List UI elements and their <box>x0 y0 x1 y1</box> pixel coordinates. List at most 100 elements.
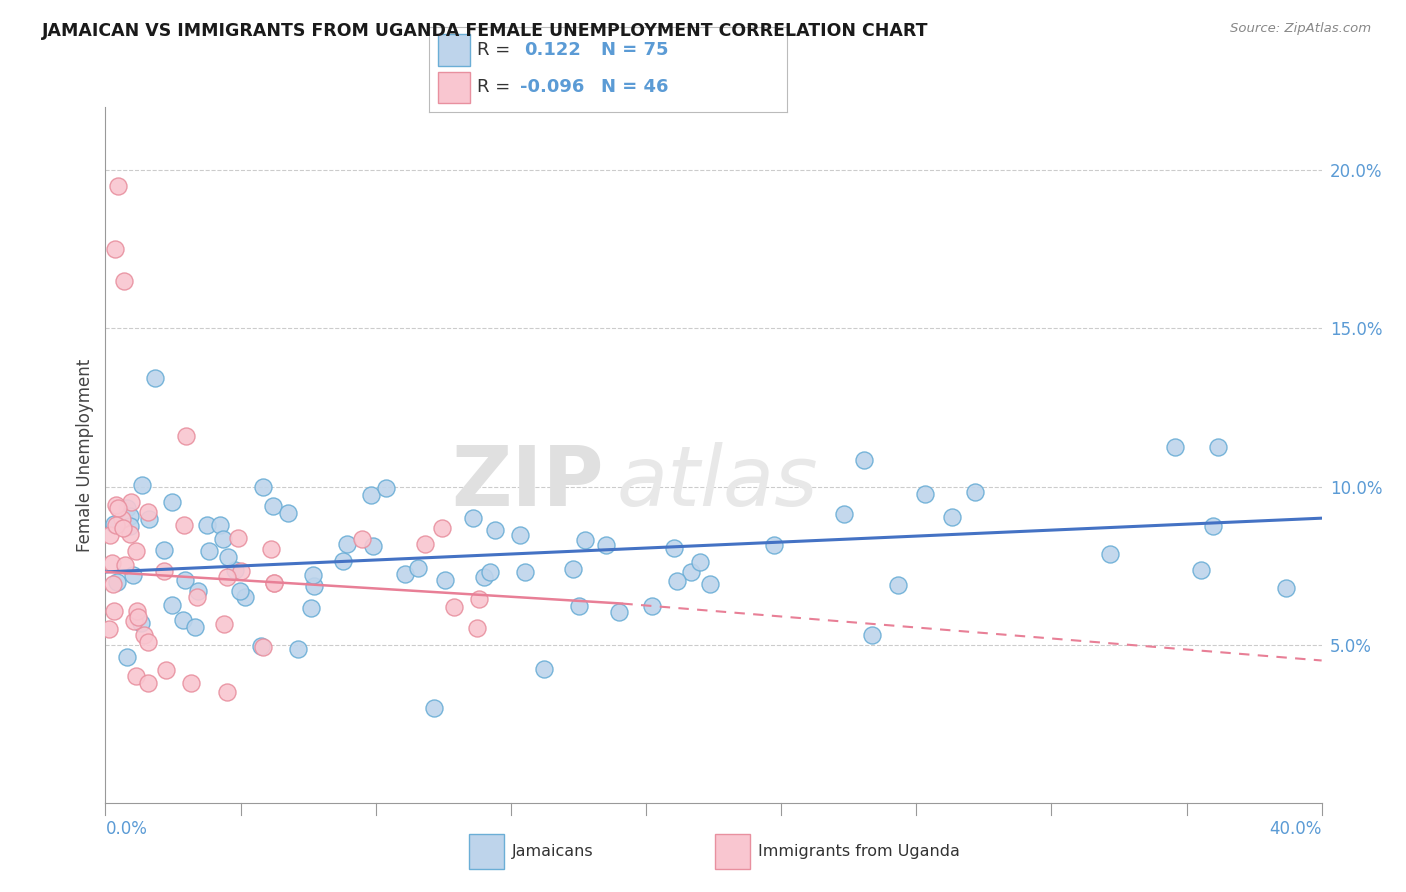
Point <box>101 556 124 570</box>
Point <box>103 517 125 532</box>
Point <box>1189 564 1212 578</box>
Point <box>666 574 689 588</box>
Point <box>138 512 160 526</box>
Text: -0.096: -0.096 <box>520 78 585 96</box>
Point <box>129 615 152 630</box>
Point <box>155 663 177 677</box>
Point <box>689 555 711 569</box>
Point <box>233 590 256 604</box>
Point <box>352 533 374 547</box>
Point <box>127 609 149 624</box>
Point <box>180 675 202 690</box>
Point <box>1099 547 1122 561</box>
Point <box>174 574 197 588</box>
Text: R =: R = <box>477 78 510 96</box>
Text: 0.122: 0.122 <box>524 41 581 59</box>
Point <box>434 574 457 588</box>
Text: R =: R = <box>477 41 510 59</box>
Point <box>252 640 274 655</box>
Bar <box>470 834 505 869</box>
Point <box>103 604 125 618</box>
Point <box>568 599 591 613</box>
Point <box>132 627 155 641</box>
Point <box>332 554 354 568</box>
Point <box>394 567 416 582</box>
Point <box>212 616 235 631</box>
Point <box>125 669 148 683</box>
Point <box>1202 519 1225 533</box>
Point <box>640 599 662 613</box>
Point <box>574 533 596 547</box>
Point <box>208 517 231 532</box>
Point <box>363 539 385 553</box>
Point <box>963 484 986 499</box>
Point <box>112 274 135 288</box>
Text: 40.0%: 40.0% <box>1270 821 1322 838</box>
Point <box>211 532 233 546</box>
Point <box>152 565 174 579</box>
Point <box>484 523 506 537</box>
Point <box>226 531 249 545</box>
Point <box>136 505 159 519</box>
Text: Source: ZipAtlas.com: Source: ZipAtlas.com <box>1230 22 1371 36</box>
Text: Immigrants from Uganda: Immigrants from Uganda <box>758 844 960 859</box>
Point <box>111 512 134 526</box>
Bar <box>716 834 749 869</box>
Point <box>252 480 274 494</box>
Point <box>160 598 183 612</box>
Point <box>131 478 153 492</box>
Point <box>249 639 271 653</box>
Point <box>478 566 501 580</box>
Point <box>607 605 630 619</box>
Point <box>423 701 446 715</box>
Text: N = 46: N = 46 <box>600 78 668 96</box>
Point <box>561 562 583 576</box>
Point <box>120 526 142 541</box>
Point <box>263 576 285 591</box>
Point <box>111 521 134 535</box>
Point <box>103 243 125 257</box>
Point <box>408 561 430 575</box>
Text: N = 75: N = 75 <box>600 41 668 59</box>
Point <box>1164 441 1187 455</box>
Point <box>160 495 183 509</box>
Point <box>468 591 491 606</box>
Point <box>860 628 883 642</box>
Point <box>262 499 284 513</box>
Point <box>375 481 398 495</box>
Point <box>107 501 129 516</box>
Point <box>231 564 253 578</box>
Point <box>118 518 141 533</box>
Text: atlas: atlas <box>616 442 818 524</box>
Point <box>125 544 148 558</box>
Point <box>432 521 454 535</box>
Bar <box>437 35 470 66</box>
Point <box>260 541 283 556</box>
Point <box>143 371 166 385</box>
Point <box>509 528 531 542</box>
Point <box>136 675 159 690</box>
Point <box>595 538 617 552</box>
Point <box>1206 440 1229 454</box>
Point <box>186 591 208 605</box>
Point <box>173 517 195 532</box>
Text: Jamaicans: Jamaicans <box>512 844 593 859</box>
Point <box>184 620 207 634</box>
Point <box>121 568 143 582</box>
Bar <box>437 71 470 103</box>
Text: 0.0%: 0.0% <box>105 821 148 838</box>
Point <box>533 662 555 676</box>
Point <box>103 577 125 591</box>
Point <box>229 583 252 598</box>
Point <box>105 574 128 589</box>
Point <box>664 541 686 555</box>
Point <box>914 487 936 501</box>
Point <box>302 579 325 593</box>
Point <box>105 498 128 512</box>
Point <box>287 642 309 657</box>
Point <box>762 538 785 552</box>
Point <box>832 507 855 521</box>
Point <box>176 428 198 442</box>
Point <box>114 558 136 572</box>
Point <box>118 508 141 523</box>
